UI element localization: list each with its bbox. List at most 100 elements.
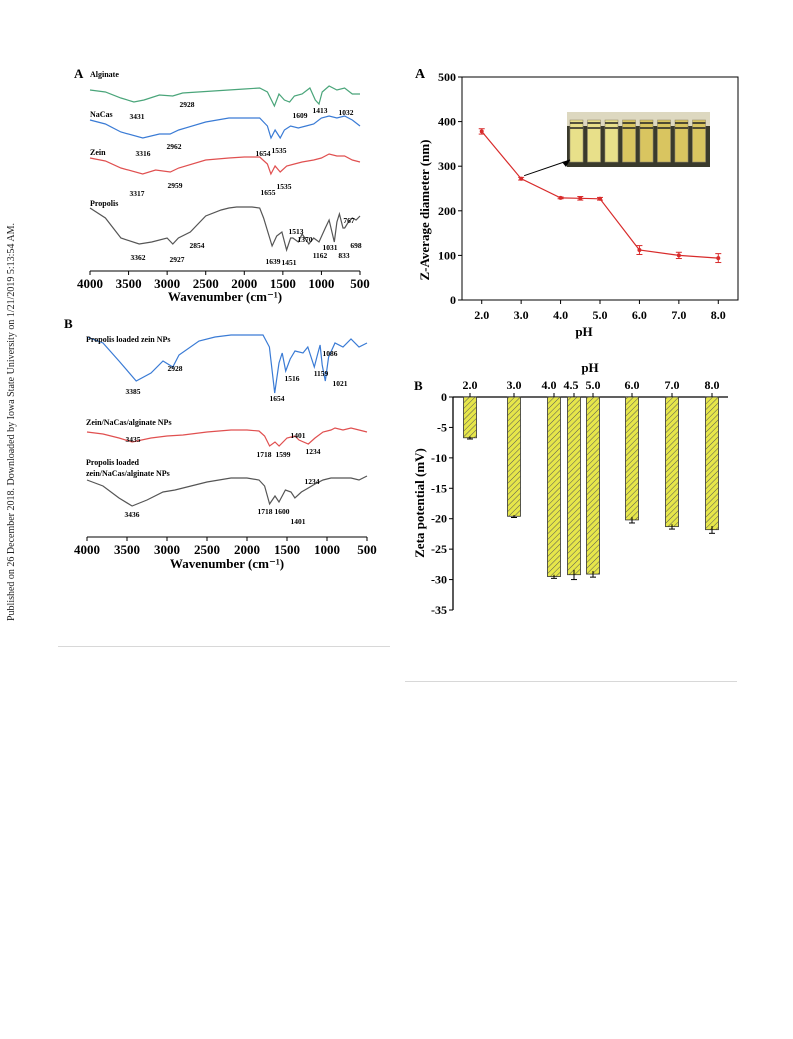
peak-label: 1401 — [291, 431, 306, 440]
x-tick-label: 1000 — [314, 542, 340, 557]
peak-label: 1654 — [256, 149, 271, 158]
peak-label: 3435 — [126, 435, 141, 444]
data-point — [479, 129, 484, 134]
x-tick-label: 2500 — [193, 276, 219, 291]
x-tick-label: 3.0 — [507, 378, 522, 392]
peak-label: 1718 — [258, 507, 273, 516]
panel-label-b: B — [64, 316, 73, 331]
vial — [587, 119, 601, 163]
x-tick-label: 2.0 — [463, 378, 478, 392]
vial — [622, 119, 636, 163]
spectrum-name: Propolis — [90, 199, 118, 208]
ftir-b-axis: 4000 3500 3000 2500 2000 1500 1000 500 — [74, 536, 377, 557]
x-tick-label: 8.0 — [705, 378, 720, 392]
x-tick-label: 3500 — [114, 542, 140, 557]
ftir-a-x-ticks: 4000 3500 3000 2500 2000 1500 1000 500 — [77, 271, 370, 291]
peak-label: 3431 — [130, 112, 145, 121]
spectrum-line — [86, 334, 368, 394]
data-point — [578, 196, 583, 201]
peak-label: 1021 — [333, 379, 348, 388]
ftir-a-spectra: Alginate 3431 2928 1609 1413 1032 NaCas 3316 296… — [89, 70, 362, 267]
vial — [657, 119, 671, 163]
y-tick-label: -25 — [431, 542, 447, 556]
x-tick-label: 500 — [350, 276, 370, 291]
vial — [569, 119, 584, 163]
peak-label: 1654 — [270, 394, 285, 403]
chart-a-xlabel: pH — [575, 324, 592, 339]
peak-label: 833 — [338, 251, 350, 260]
peak-label: 3317 — [130, 189, 145, 198]
peak-label: 1513 — [289, 227, 304, 236]
bar — [547, 396, 561, 577]
peak-label: 1032 — [339, 108, 354, 117]
data-point — [519, 176, 524, 181]
spectrum-line — [89, 85, 360, 108]
vial — [604, 119, 619, 163]
peak-label: 1086 — [323, 349, 338, 358]
peak-label: 1370 — [298, 235, 313, 244]
ftir-panel-a: A Alginate 3431 2928 1609 1413 1032 NaCas 3316 2… — [74, 66, 370, 304]
vial — [674, 119, 689, 163]
vial — [639, 119, 654, 163]
peak-label: 2854 — [190, 241, 205, 250]
chart-b-xlabel: pH — [581, 360, 598, 375]
peak-label: 1718 — [257, 450, 272, 459]
data-point — [716, 256, 721, 261]
x-tick-label: 7.0 — [665, 378, 680, 392]
x-tick-label: 5.0 — [593, 308, 608, 322]
vial — [692, 119, 706, 163]
peak-label: 1401 — [291, 517, 306, 526]
left-divider — [58, 646, 390, 647]
chart-a-ylabel: Z-Average diameter (nm) — [417, 139, 432, 280]
data-point — [676, 253, 681, 258]
y-tick-label: -15 — [431, 481, 447, 495]
peak-label: 2928 — [180, 100, 195, 109]
spectrum-line — [86, 475, 368, 507]
x-tick-label: 4.0 — [542, 378, 557, 392]
ftir-b-spectra: Propolis loaded zein NPs 3385 2928 1654 1516… — [86, 334, 368, 526]
publication-side-note: Published on 26 December 2018. Downloade… — [6, 223, 17, 622]
spectrum-name: zein/NaCas/alginate NPs — [86, 469, 170, 478]
peak-label: 1234 — [306, 447, 321, 456]
peak-label: 1162 — [313, 251, 328, 260]
x-tick-label: 3500 — [116, 276, 142, 291]
series-line — [481, 131, 719, 259]
peak-label: 2928 — [168, 364, 183, 373]
peak-label: 1535 — [272, 146, 287, 155]
spectrum-name: Alginate — [90, 70, 119, 79]
peak-label: 2962 — [167, 142, 182, 151]
y-tick-label: 200 — [438, 204, 456, 218]
peak-label: 1451 — [282, 258, 297, 267]
bar — [586, 396, 600, 575]
x-tick-label: 500 — [357, 542, 377, 557]
chart-a-frame — [461, 76, 739, 301]
peak-label: 2927 — [170, 255, 185, 264]
spectrum-line — [89, 206, 361, 253]
peak-label: 767 — [343, 216, 355, 225]
spectrum-name: Zein/NaCas/alginate NPs — [86, 418, 172, 427]
chart-b-panel-label: B — [414, 378, 423, 393]
peak-label: 1600 — [275, 507, 290, 516]
chart-a-panel-label: A — [415, 67, 426, 82]
x-tick-label: 2000 — [234, 542, 260, 557]
y-tick-label: 300 — [438, 159, 456, 173]
y-tick-label: 0 — [441, 390, 447, 404]
peak-label: 1535 — [277, 182, 292, 191]
ftir-a-xlabel: Wavenumber (cm⁻¹) — [168, 289, 282, 304]
x-tick-label: 2000 — [231, 276, 257, 291]
bar — [665, 396, 679, 528]
panel-label-a: A — [74, 66, 84, 81]
peak-label: 3316 — [136, 149, 151, 158]
spectrum-line — [89, 115, 361, 140]
x-tick-label: 8.0 — [711, 308, 726, 322]
x-tick-label: 1000 — [308, 276, 334, 291]
peak-label: 1639 — [266, 257, 281, 266]
x-tick-label: 3.0 — [514, 308, 529, 322]
x-tick-label: 6.0 — [625, 378, 640, 392]
y-tick-label: 0 — [450, 293, 456, 307]
x-tick-label: 3000 — [154, 276, 180, 291]
z-average-chart: A Z-Average diameter (nm) pH 0 100 200 300 4… — [415, 67, 739, 339]
spectrum-name: Zein — [90, 148, 106, 157]
spectrum-name: NaCas — [90, 110, 113, 119]
bar — [705, 396, 719, 531]
